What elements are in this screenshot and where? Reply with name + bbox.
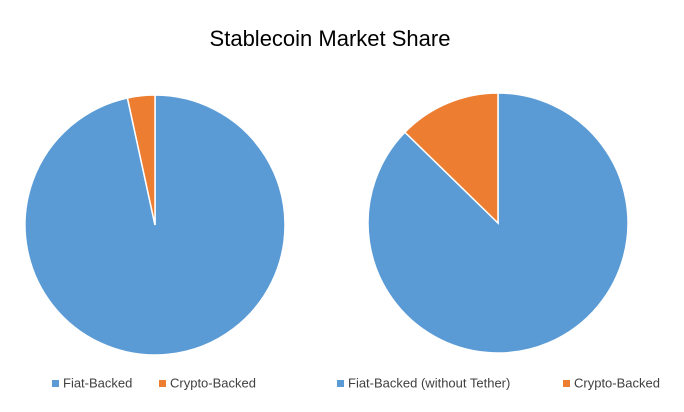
pie-slice xyxy=(24,94,286,356)
pie-slice xyxy=(126,94,156,226)
legend-swatch xyxy=(52,380,59,387)
legend-label: Fiat-Backed (without Tether) xyxy=(348,375,510,390)
legend-swatch xyxy=(563,380,570,387)
legend-label: Crypto-Backed xyxy=(574,375,660,390)
legend-label: Fiat-Backed xyxy=(63,375,132,390)
pie-slice xyxy=(403,92,499,225)
chart-title: Stablecoin Market Share xyxy=(210,26,451,51)
legend-label: Crypto-Backed xyxy=(170,375,256,390)
legend-swatch xyxy=(159,380,166,387)
legend-swatch xyxy=(337,380,344,387)
